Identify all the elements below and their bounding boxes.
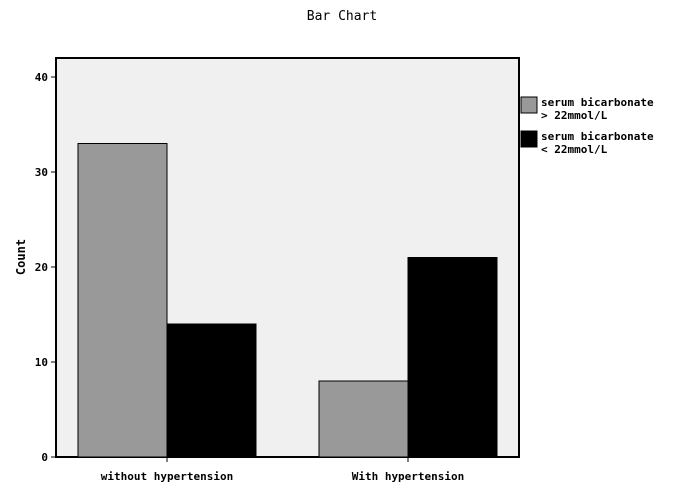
bar (77, 143, 168, 458)
y-axis: 0 10 20 30 40 (35, 71, 56, 464)
y-tick-label: 30 (35, 166, 48, 179)
y-tick-label: 40 (35, 71, 48, 84)
legend-swatch (520, 130, 538, 148)
y-tick-label: 10 (35, 356, 48, 369)
x-tick-label: without hypertension (101, 470, 233, 483)
bars-group (77, 143, 498, 458)
legend-label: serum bicarbonate (541, 130, 654, 143)
x-tick-label: With hypertension (352, 470, 465, 483)
y-axis-label: Count (14, 239, 28, 275)
legend-label: serum bicarbonate (541, 96, 654, 109)
y-tick-label: 20 (35, 261, 48, 274)
x-axis: without hypertension With hypertension (101, 457, 465, 483)
bar (166, 323, 257, 458)
bar (318, 380, 409, 458)
chart-title: Bar Chart (307, 9, 377, 24)
bar (407, 257, 498, 458)
legend-label: > 22mmol/L (541, 109, 608, 122)
legend-swatch (520, 96, 538, 114)
y-tick-label: 0 (41, 451, 48, 464)
legend-label: < 22mmol/L (541, 143, 608, 156)
